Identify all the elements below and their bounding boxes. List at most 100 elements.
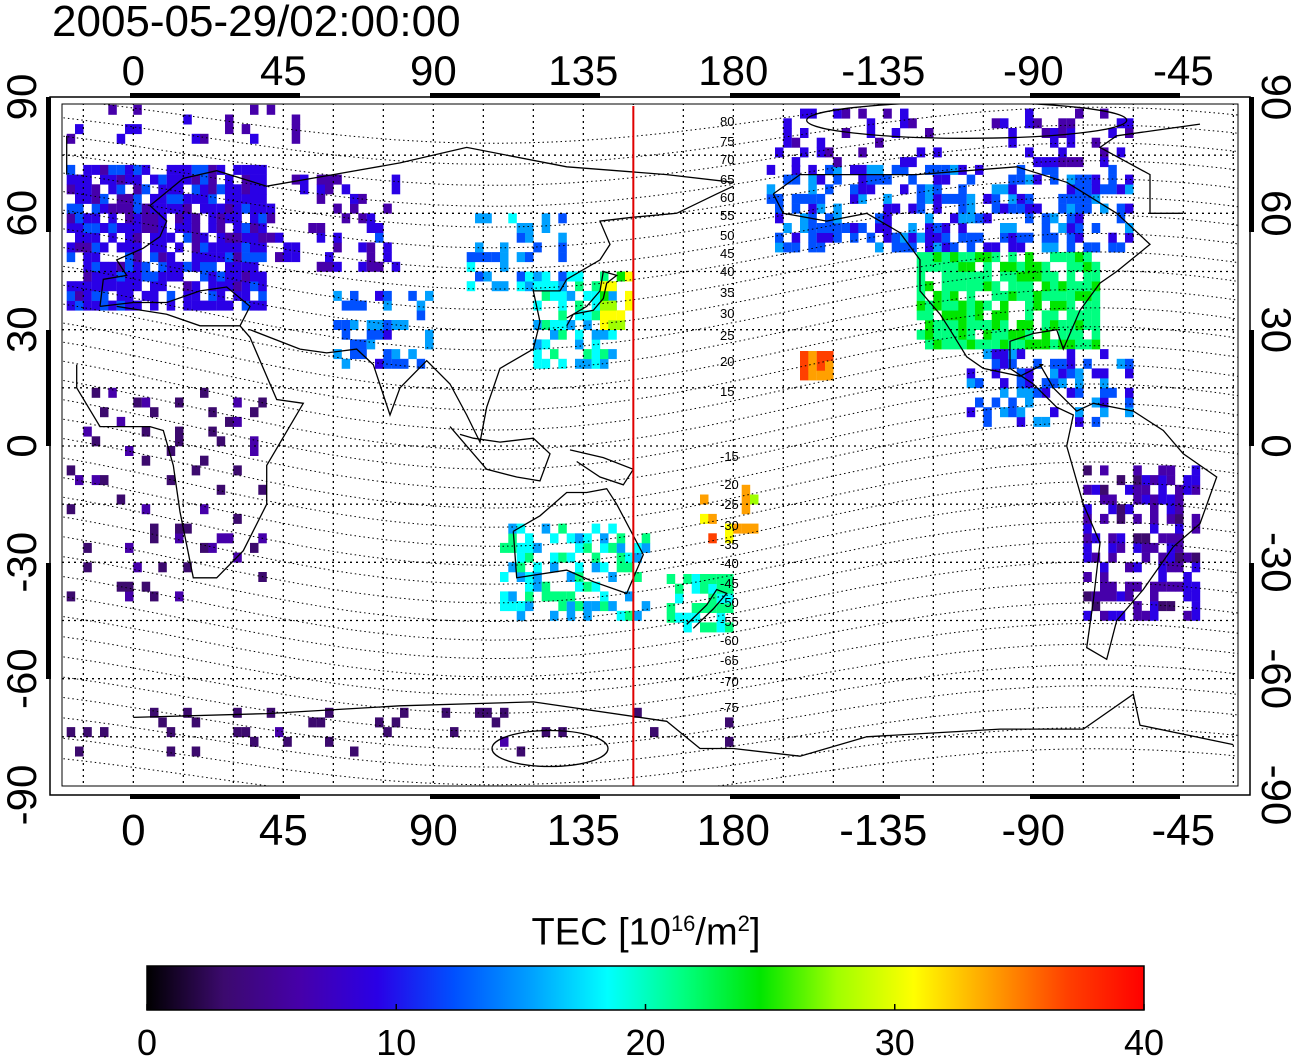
frame-bar xyxy=(46,563,51,679)
tec-cell xyxy=(1025,232,1034,243)
tec-cell xyxy=(1000,118,1009,129)
tec-cell xyxy=(516,542,526,553)
tec-cell xyxy=(1191,610,1201,621)
tec-cell xyxy=(1150,475,1159,486)
tec-cell xyxy=(1100,108,1109,119)
tec-cell xyxy=(708,574,717,584)
tec-cell xyxy=(1058,281,1067,292)
tec-cell xyxy=(1116,475,1126,486)
tec-cell xyxy=(233,397,242,408)
tec-cell xyxy=(1100,562,1109,573)
tec-cell xyxy=(950,290,959,301)
tec-cell xyxy=(66,465,76,476)
tec-cell xyxy=(558,591,567,602)
tec-cell xyxy=(1100,407,1109,418)
tec-cell xyxy=(125,446,134,456)
tec-cell xyxy=(1191,552,1201,563)
tec-cell xyxy=(183,174,192,185)
tec-cell xyxy=(816,193,826,204)
magnetic-latitude-label: 50 xyxy=(720,228,734,243)
tec-cell xyxy=(325,252,334,263)
tec-cell xyxy=(1166,465,1176,476)
tec-cell xyxy=(683,574,692,584)
tec-cell xyxy=(516,232,526,243)
tec-cell xyxy=(183,203,192,214)
tec-cell xyxy=(483,271,492,282)
tec-cell xyxy=(83,727,92,738)
tec-cell xyxy=(825,232,834,243)
tec-cell xyxy=(708,622,717,633)
tec-cell xyxy=(600,358,609,369)
tec-cell xyxy=(1000,329,1009,340)
colorbar-tick-label: 30 xyxy=(875,1022,915,1057)
tec-cell xyxy=(766,193,776,204)
tec-cell xyxy=(725,523,734,534)
tec-cell xyxy=(616,533,626,544)
tec-cell xyxy=(150,591,159,602)
lon-tick-label-top: 45 xyxy=(260,47,307,94)
tec-cell xyxy=(1041,329,1051,340)
tec-cell xyxy=(441,707,451,718)
colorbar-title: TEC [1016/m2] xyxy=(531,911,761,954)
tec-cell xyxy=(941,223,951,233)
tec-cell xyxy=(991,339,1001,350)
tec-cell xyxy=(1008,252,1017,263)
lon-tick-label-bottom: -90 xyxy=(1002,806,1066,855)
tec-cell xyxy=(1033,358,1042,369)
tec-cell xyxy=(525,581,534,592)
tec-cell xyxy=(141,426,151,437)
tec-cell xyxy=(1125,368,1134,379)
magnetic-latitude-label: -45 xyxy=(720,576,739,591)
magnetic-latitude-contour xyxy=(62,461,1238,547)
tec-cell xyxy=(558,310,567,321)
tec-cell xyxy=(250,133,259,144)
tec-cell xyxy=(891,164,901,175)
tec-cell xyxy=(625,591,634,602)
tec-cell xyxy=(1083,261,1092,272)
tec-cell xyxy=(125,232,134,243)
tec-cell xyxy=(1100,349,1109,360)
tec-cell xyxy=(800,147,809,158)
tec-cell xyxy=(1041,242,1051,253)
tec-cell xyxy=(1191,484,1201,495)
tec-cell xyxy=(225,114,234,125)
tec-cell xyxy=(933,147,942,158)
tec-cell xyxy=(108,203,117,214)
magnetic-latitude-label: 20 xyxy=(720,354,734,369)
tec-cell xyxy=(1075,174,1084,185)
tec-cell xyxy=(233,232,242,243)
tec-cell xyxy=(166,475,176,486)
tec-cell xyxy=(833,157,842,168)
tec-cell xyxy=(241,164,251,175)
tec-cell xyxy=(891,232,901,243)
tec-cell xyxy=(75,746,84,757)
tec-cell xyxy=(175,164,184,175)
tec-cell xyxy=(716,574,726,584)
magnetic-latitude-label: 65 xyxy=(720,172,734,187)
tec-cell xyxy=(800,193,809,204)
tec-cell xyxy=(1041,290,1051,301)
tec-cell xyxy=(1083,203,1092,214)
tec-cell xyxy=(383,329,392,340)
tec-cell xyxy=(308,717,317,728)
tec-cell xyxy=(91,223,101,233)
tec-cell xyxy=(1041,213,1051,224)
tec-cell xyxy=(1141,552,1151,563)
tec-cell xyxy=(1016,407,1026,418)
tec-cell xyxy=(1075,329,1084,340)
tec-cell xyxy=(1133,484,1142,495)
magnetic-latitude-contour xyxy=(62,422,1238,509)
tec-cell xyxy=(1083,542,1092,553)
tec-cell xyxy=(208,242,217,253)
coastline xyxy=(249,185,734,445)
tec-cell xyxy=(250,184,259,195)
tec-cell xyxy=(1191,591,1201,602)
tec-cell xyxy=(1033,300,1042,311)
tec-cell xyxy=(1075,378,1084,389)
tec-cell xyxy=(1158,533,1167,544)
tec-cell xyxy=(200,133,209,144)
tec-cell xyxy=(116,164,126,175)
tec-cell xyxy=(983,213,992,224)
tec-cell xyxy=(1058,157,1067,168)
tec-cell xyxy=(1016,271,1026,282)
